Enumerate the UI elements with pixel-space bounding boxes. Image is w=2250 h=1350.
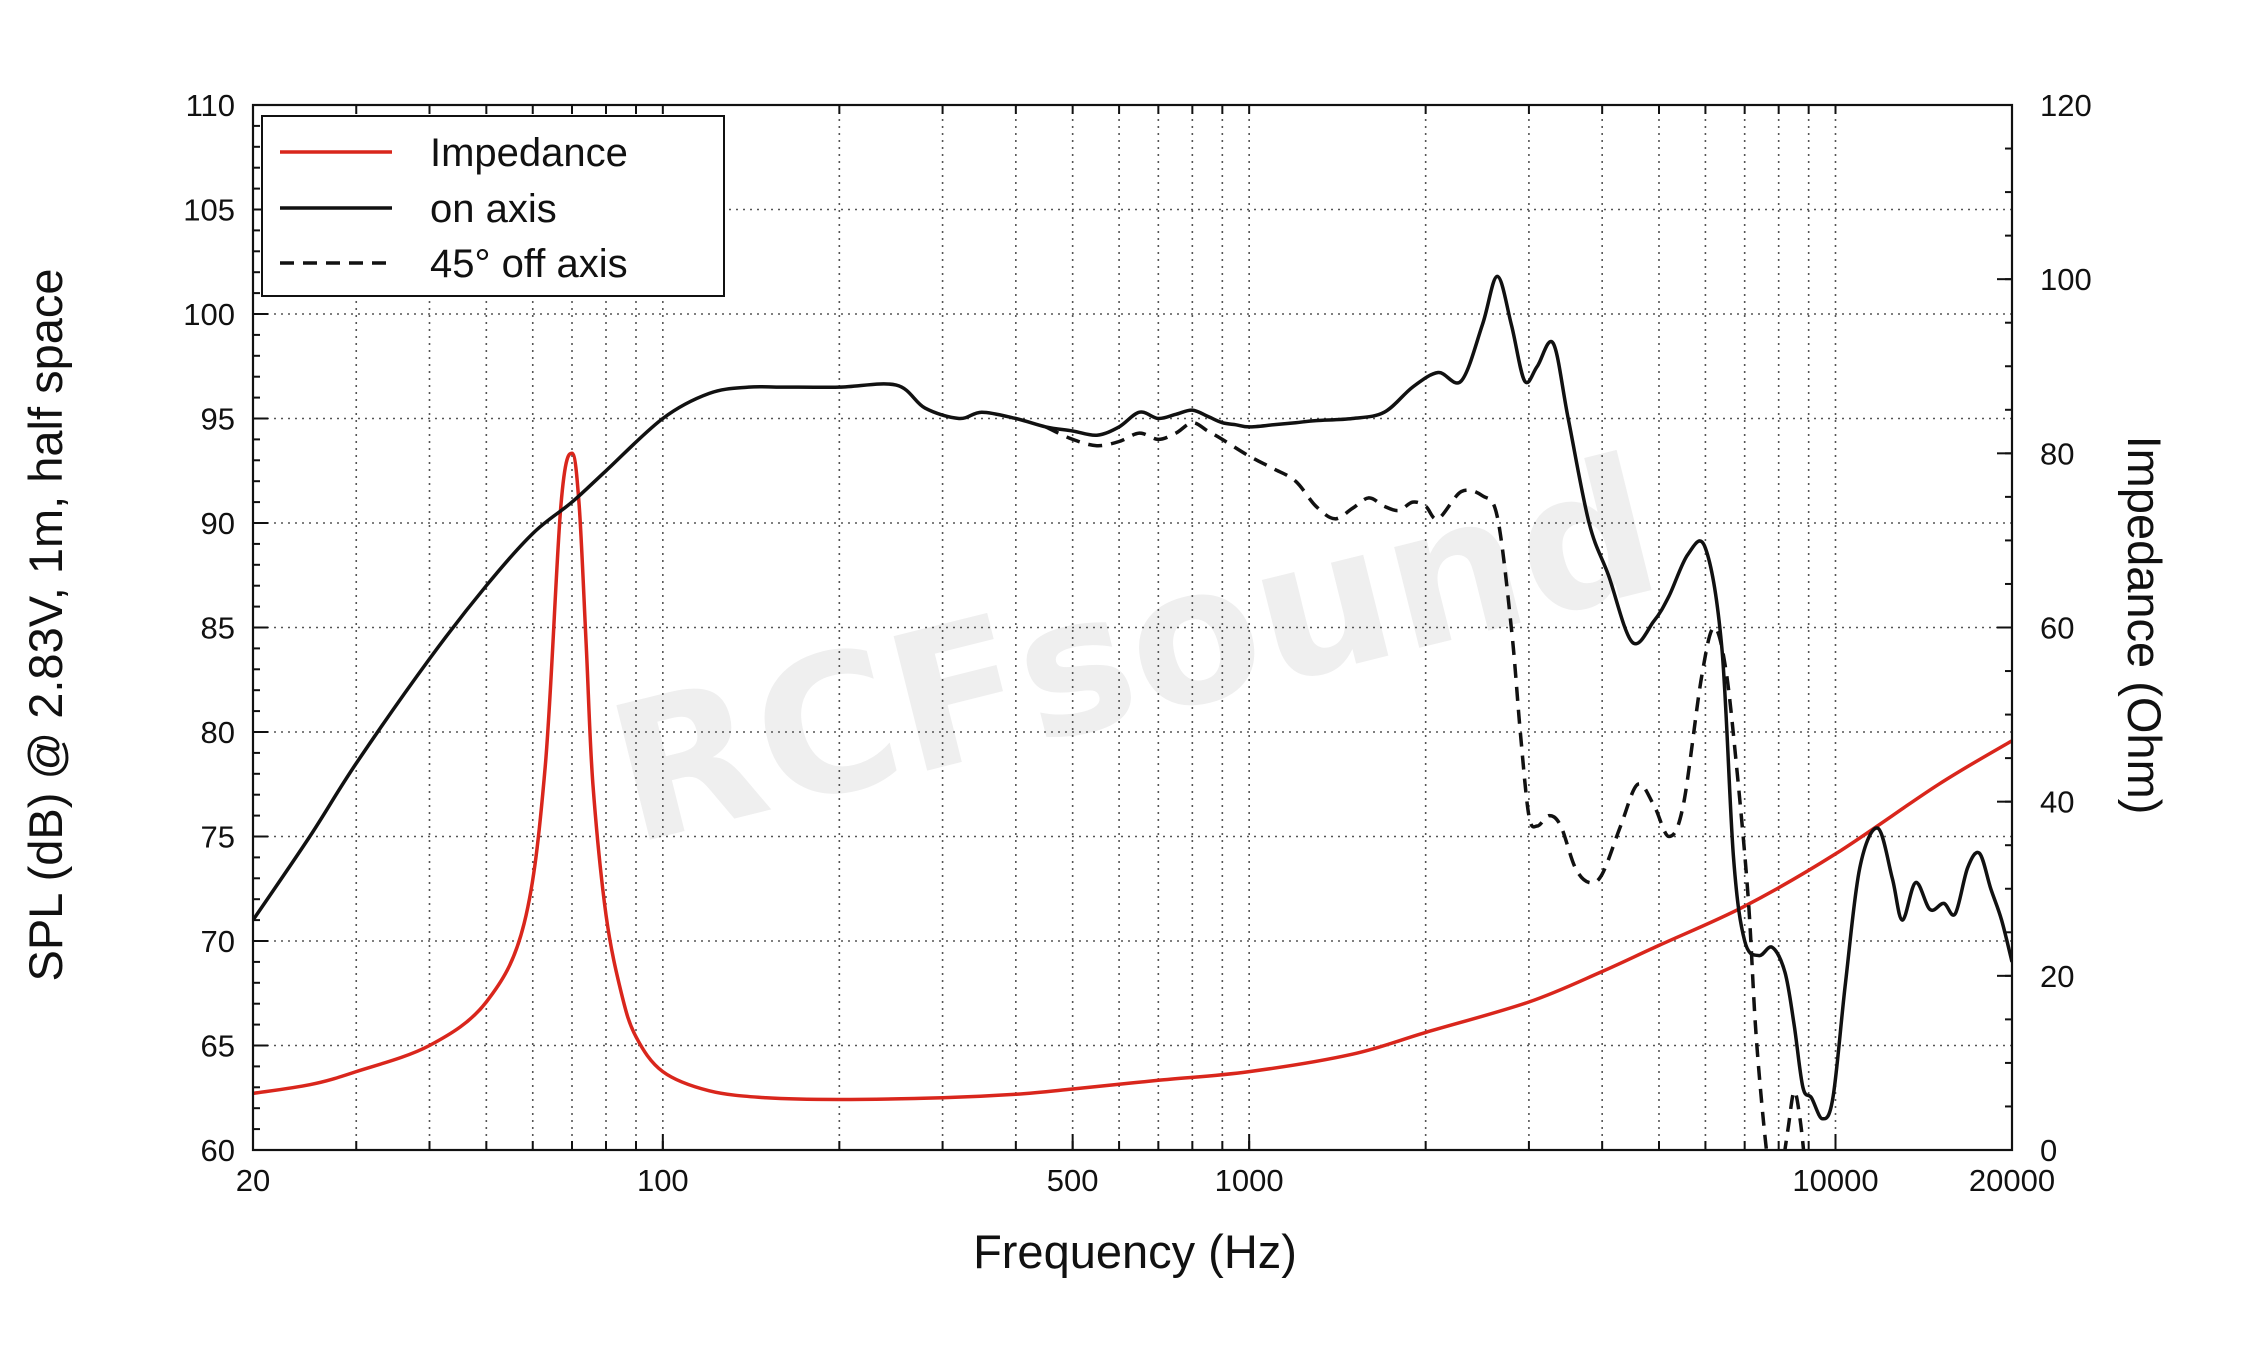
y-right-tick-label: 40	[2040, 785, 2074, 820]
y-left-tick-label: 110	[186, 88, 235, 123]
x-tick-label: 20	[236, 1163, 270, 1198]
y-right-tick-label: 100	[2040, 262, 2092, 297]
y-left-tick-label: 95	[201, 402, 235, 437]
y-left-tick-label: 80	[201, 715, 235, 750]
series-layer	[253, 274, 2012, 1150]
y-right-tick-label: 120	[2040, 88, 2092, 123]
x-tick-label: 10000	[1792, 1163, 1878, 1198]
y-right-tick-label: 0	[2040, 1133, 2057, 1168]
y-axis-right-title: Impedance (Ohm)	[2118, 436, 2171, 815]
axis-ticks: 20 100 500 1000 10000 20000606570758085909510…	[183, 88, 2091, 1198]
y-left-tick-label: 85	[201, 611, 235, 646]
legend: Impedance on axis 45° off axis	[261, 115, 725, 297]
y-right-tick-label: 80	[2040, 436, 2074, 471]
legend-label-on-axis: on axis	[430, 187, 557, 231]
y-right-tick-label: 20	[2040, 959, 2074, 994]
x-tick-label: 100	[637, 1163, 689, 1198]
legend-label-off-axis: 45° off axis	[430, 242, 628, 286]
legend-label-impedance: Impedance	[430, 131, 628, 175]
y-left-tick-label: 65	[201, 1029, 235, 1064]
impedance-curve	[253, 451, 2012, 1102]
legend-box	[261, 115, 725, 297]
off-axis-curve	[1045, 420, 1806, 1150]
x-tick-label: 1000	[1215, 1163, 1284, 1198]
x-tick-label: 500	[1047, 1163, 1099, 1198]
y-left-tick-label: 60	[201, 1133, 235, 1168]
y-left-tick-label: 105	[183, 193, 235, 228]
x-tick-label: 20000	[1969, 1163, 2055, 1198]
y-right-tick-label: 60	[2040, 611, 2074, 646]
on-axis-curve	[253, 274, 2012, 1121]
y-left-tick-label: 90	[201, 506, 235, 541]
x-axis-title: Frequency (Hz)	[973, 1225, 1297, 1278]
y-left-tick-label: 100	[183, 297, 235, 332]
y-left-tick-label: 75	[201, 820, 235, 855]
y-left-tick-label: 70	[201, 924, 235, 959]
y-axis-left-title: SPL (dB) @ 2.83V, 1m, half space	[19, 268, 72, 981]
